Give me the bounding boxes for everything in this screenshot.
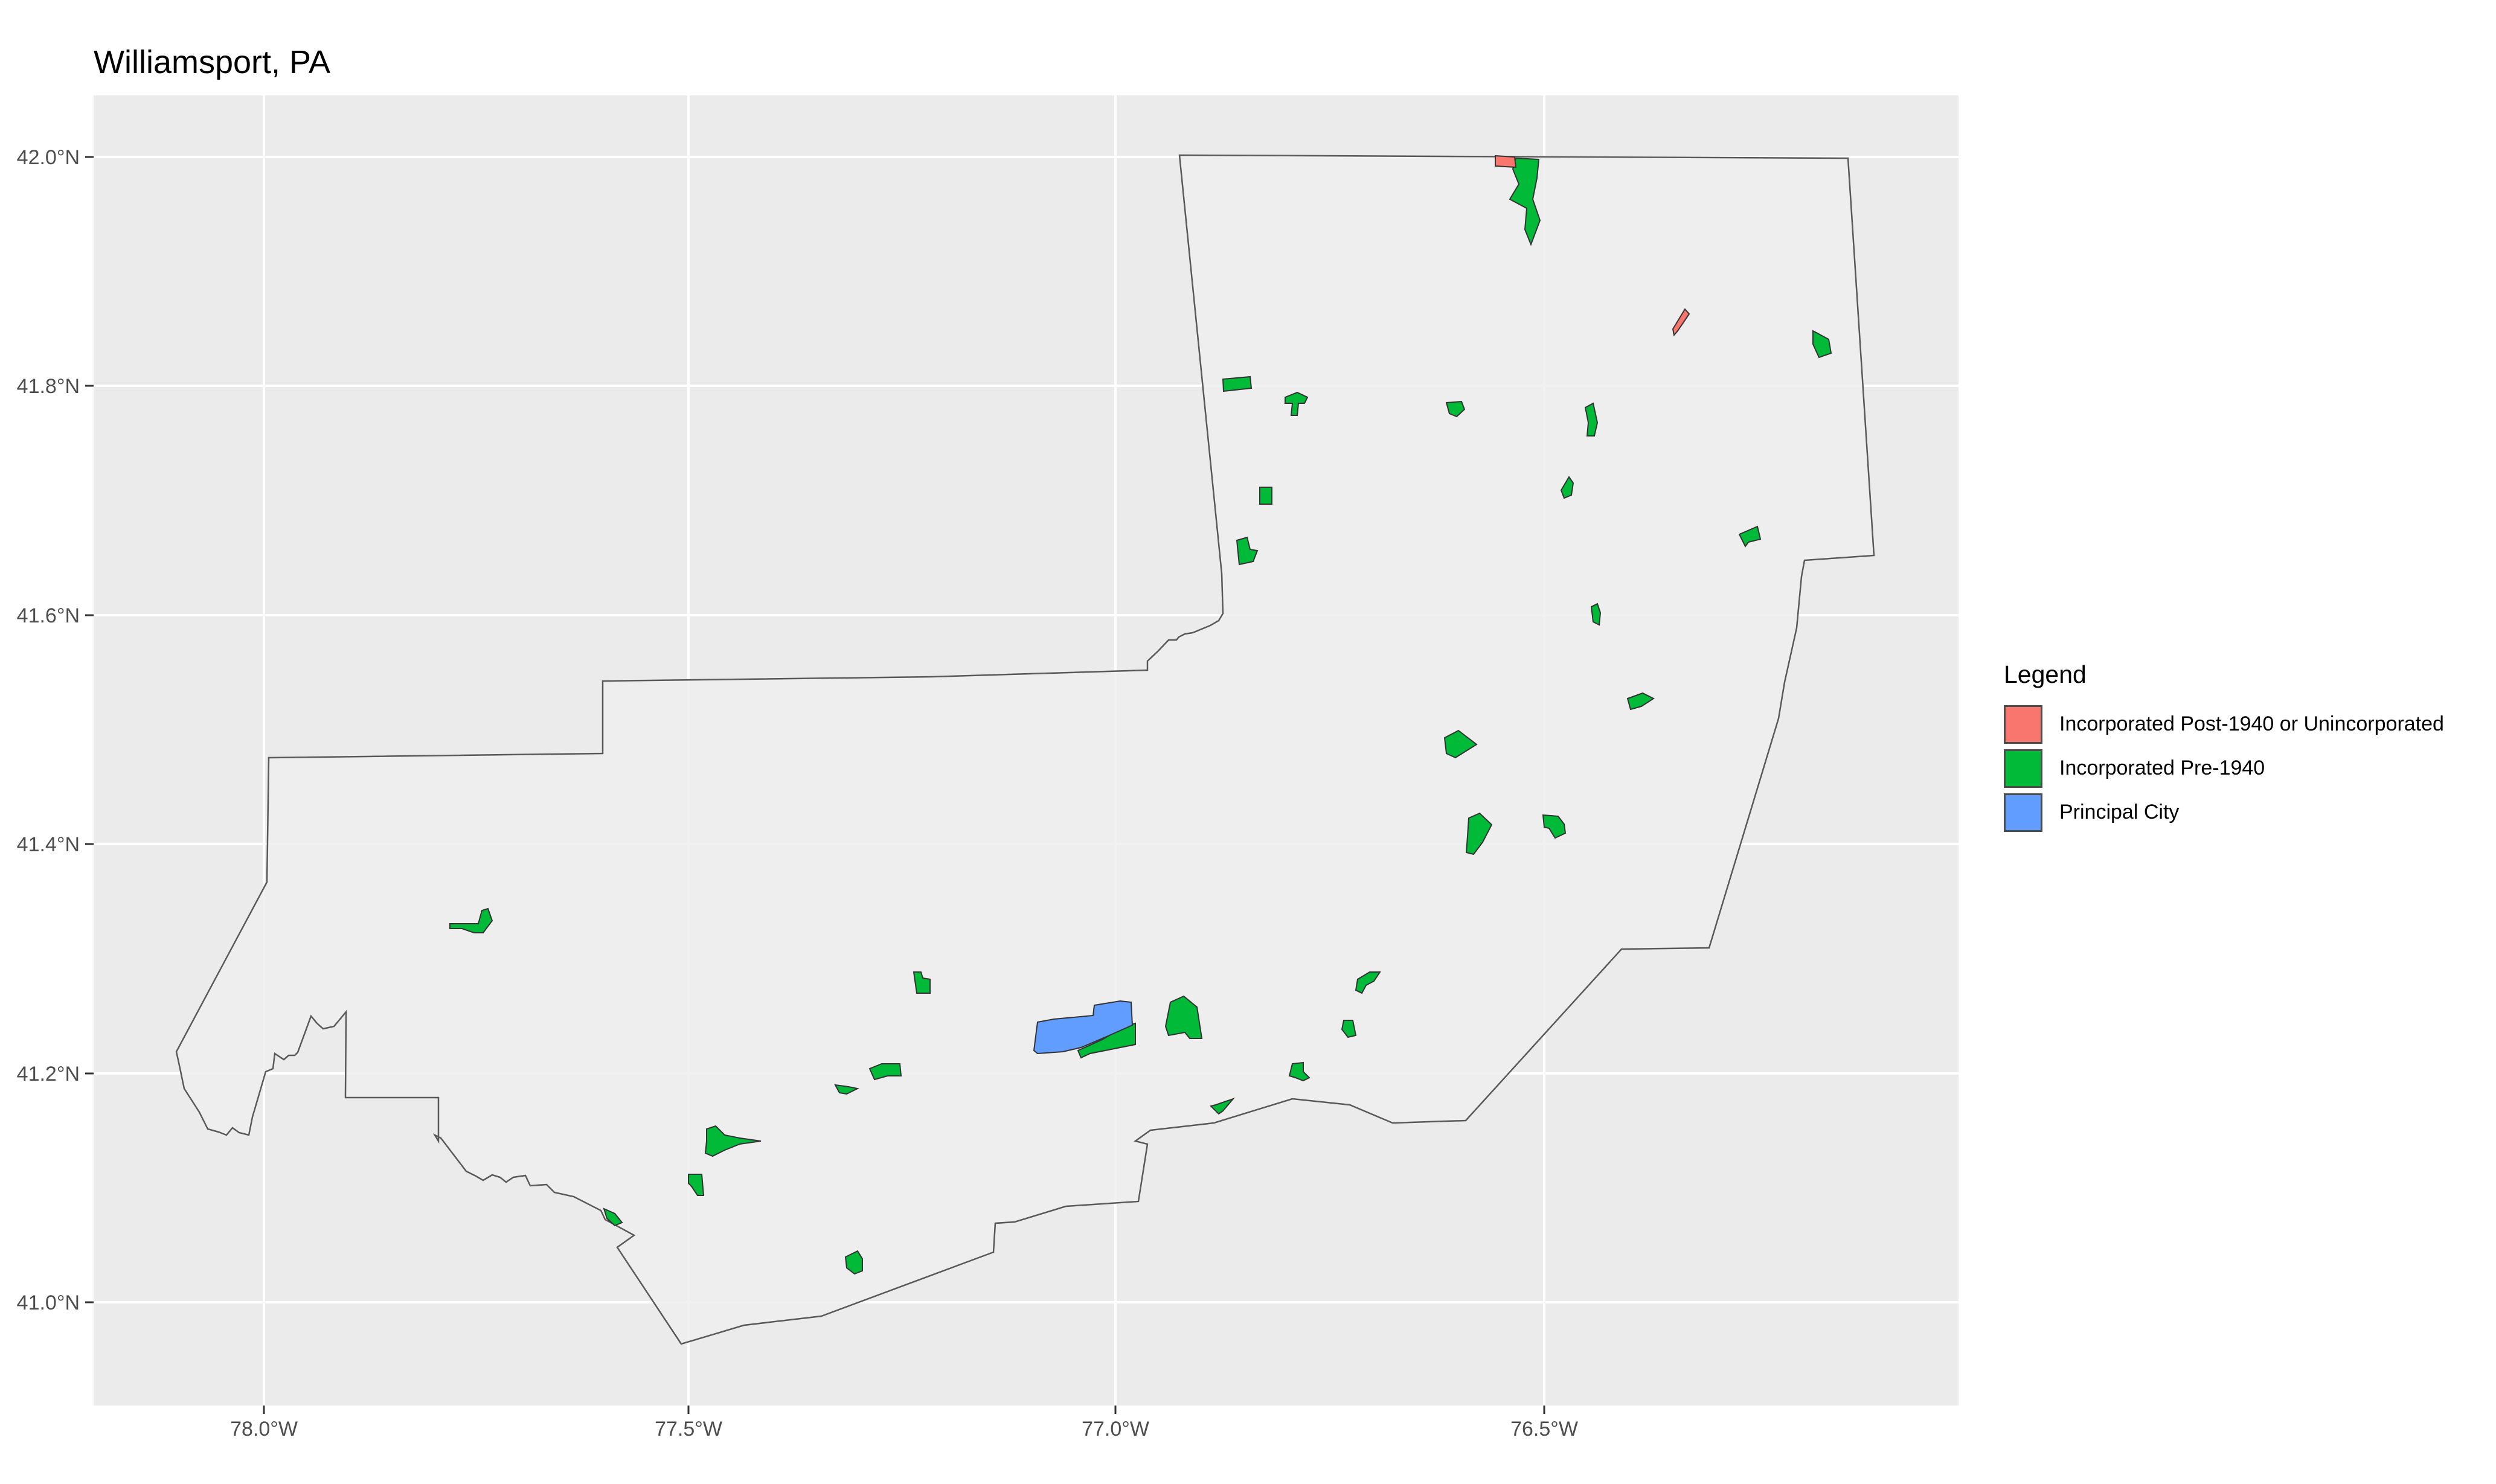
principal-city-williamsport	[1033, 1000, 1134, 1055]
y-tick-label-41-4n: 41.4°N	[17, 833, 80, 856]
place-s-6	[868, 1063, 902, 1081]
pre-1940-places	[449, 157, 1832, 1275]
legend-item-post-1940: Incorporated Post-1940 or Unincorporated	[2004, 702, 2444, 746]
place-ne-2	[1738, 525, 1762, 548]
place-n-4	[1584, 402, 1599, 437]
place-sw-4	[844, 1250, 863, 1275]
place-c-2	[1626, 692, 1655, 711]
place-ne-1	[1812, 330, 1832, 359]
y-tick-label-42n: 42.0°N	[17, 146, 80, 169]
place-ne-post-1940	[1672, 308, 1690, 337]
county-boundary	[175, 154, 1875, 1345]
place-sw-3	[603, 1207, 623, 1227]
place-c-4	[1465, 812, 1493, 856]
x-tick-label-77w: 77.0°W	[1082, 1418, 1149, 1441]
place-c-3	[1443, 729, 1478, 759]
place-s-7	[1288, 1061, 1311, 1082]
axis-ticks	[85, 156, 1545, 1414]
place-n-1	[1222, 376, 1253, 392]
post-1940-places	[1495, 155, 1690, 337]
legend-title: Legend	[2004, 660, 2087, 688]
place-sw-2	[688, 1174, 705, 1196]
y-tick-label-41-2n: 41.2°N	[17, 1063, 80, 1086]
place-n-2	[1285, 391, 1309, 416]
x-tick-label-77-5w: 77.5°W	[655, 1418, 722, 1441]
legend: Legend Incorporated Post-1940 or Unincor…	[2004, 660, 2444, 834]
place-n-6	[1560, 476, 1574, 499]
y-tick-label-41n: 41.0°N	[17, 1291, 80, 1314]
place-sw-1	[704, 1125, 762, 1157]
place-north-border	[1509, 157, 1541, 246]
place-s-2	[1355, 971, 1381, 994]
place-c-5	[1542, 814, 1567, 839]
place-s-5	[1341, 1020, 1357, 1038]
place-north-post-1940	[1495, 155, 1517, 168]
legend-label-principal-city: Principal City	[2059, 801, 2180, 824]
x-tick-label-76-5w: 76.5°W	[1510, 1418, 1578, 1441]
legend-label-pre-1940: Incorporated Pre-1940	[2059, 756, 2265, 779]
map-title: Williamsport, PA	[94, 44, 331, 80]
legend-key-post-1940	[2004, 705, 2042, 744]
place-w-1	[449, 907, 493, 933]
legend-label-post-1940: Incorporated Post-1940 or Unincorporated	[2059, 712, 2444, 735]
legend-item-principal-city: Principal City	[2004, 790, 2444, 834]
place-s-9	[1210, 1097, 1236, 1115]
legend-item-pre-1940: Incorporated Pre-1940	[2004, 746, 2444, 790]
place-c-1	[1590, 603, 1602, 626]
y-tick-label-41-6n: 41.6°N	[17, 604, 80, 627]
y-tick-label-41-8n: 41.8°N	[17, 375, 80, 398]
legend-key-pre-1940	[2004, 749, 2042, 788]
place-n-5	[1259, 487, 1272, 505]
legend-key-principal-city	[2004, 793, 2042, 832]
place-n-7	[1236, 536, 1259, 566]
place-s-1	[913, 971, 931, 994]
place-s-3	[1164, 995, 1203, 1039]
place-s-8	[834, 1084, 860, 1095]
x-tick-label-78w: 78.0°W	[230, 1418, 298, 1441]
place-n-3	[1445, 400, 1466, 418]
